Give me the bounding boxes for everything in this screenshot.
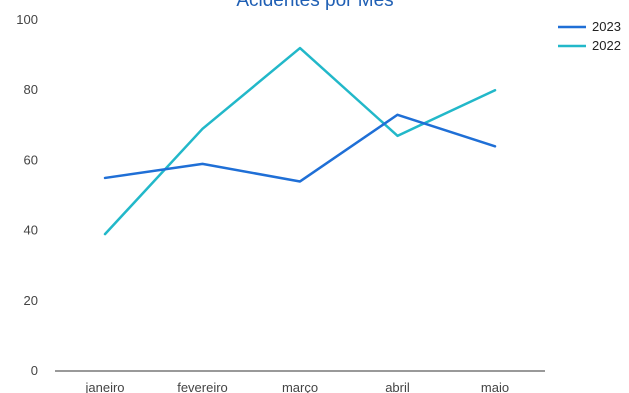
y-axis: 0 20 40 60 80 100 (16, 12, 38, 378)
y-tick-label: 40 (24, 223, 38, 238)
legend-label-2022: 2022 (592, 38, 621, 53)
chart-title: Acidentes por Mês (236, 0, 393, 11)
y-tick-label: 20 (24, 293, 38, 308)
x-tick-label: março (282, 380, 318, 393)
series-line-2023 (103, 113, 497, 183)
y-tick-label: 60 (24, 152, 38, 167)
x-axis: janeiro fevereiro março abril maio (84, 380, 509, 393)
series-line-2022 (103, 46, 497, 236)
x-tick-label: fevereiro (177, 380, 228, 393)
legend-label-2023: 2023 (592, 19, 621, 34)
series-layer (103, 46, 497, 236)
x-tick-label: maio (481, 380, 509, 393)
y-tick-label: 80 (24, 82, 38, 97)
y-tick-label: 0 (31, 363, 38, 378)
x-tick-label: janeiro (84, 380, 124, 393)
x-tick-label: abril (385, 380, 410, 393)
y-tick-label: 100 (16, 12, 38, 27)
legend: 2023 2022 (558, 19, 621, 53)
